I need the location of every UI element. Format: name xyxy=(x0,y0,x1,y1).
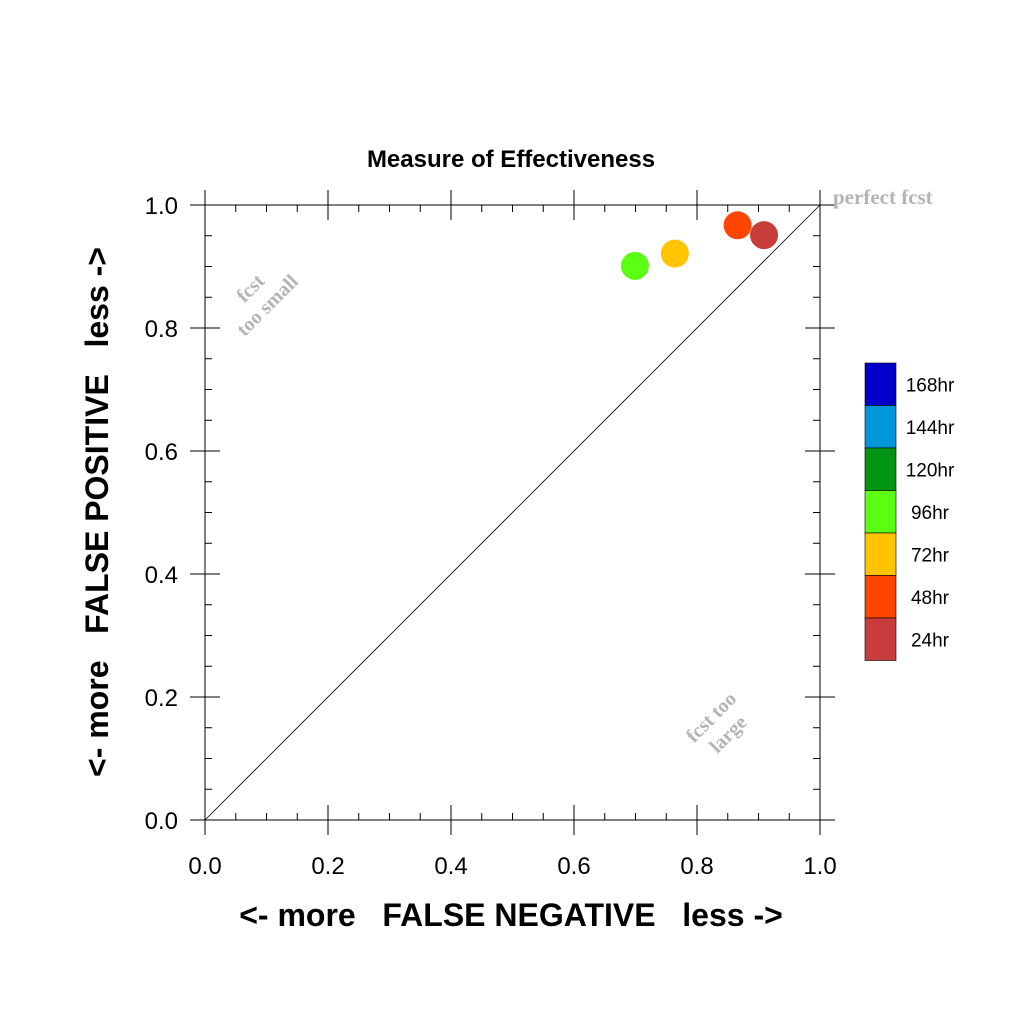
legend-label: 72hr xyxy=(911,545,950,566)
data-points xyxy=(620,211,779,280)
legend-swatch-96hr xyxy=(864,490,897,534)
legend: 168hr 144hr 120hr 96hr 72hr 48hr 24hr xyxy=(864,362,955,661)
y-tick-label: 1.0 xyxy=(145,193,178,220)
x-tick-labels: 0.0 0.2 0.4 0.6 0.8 1.0 xyxy=(188,853,836,880)
y-tick-labels: 0.0 0.2 0.4 0.6 0.8 1.0 xyxy=(145,193,178,835)
legend-swatch-24hr xyxy=(864,617,897,661)
legend-label: 48hr xyxy=(911,588,950,609)
y-tick-label: 0.6 xyxy=(145,439,178,466)
point-96hr xyxy=(620,251,649,280)
legend-label: 144hr xyxy=(906,418,955,439)
y-tick-label: 0.4 xyxy=(145,562,178,589)
y-tick-label: 0.8 xyxy=(145,316,178,343)
y-tick-label: 0.0 xyxy=(145,808,178,835)
perfect-fcst-annotation: perfect fcst xyxy=(833,185,933,209)
legend-swatch-48hr xyxy=(864,575,897,619)
chart-title: Measure of Effectiveness xyxy=(367,146,655,173)
too-small-annotation: fcst too small xyxy=(232,270,303,341)
legend-swatch-72hr xyxy=(864,532,897,576)
perfect-diagonal-line xyxy=(204,204,821,821)
y-axis-label: <- more FALSE POSITIVE less -> xyxy=(79,247,115,777)
x-tick-label: 0.8 xyxy=(680,853,713,880)
x-tick-label: 0.2 xyxy=(311,853,344,880)
point-24hr xyxy=(750,221,779,250)
legend-label: 96hr xyxy=(911,503,950,524)
legend-label: 168hr xyxy=(906,375,955,396)
x-tick-label: 0.6 xyxy=(557,853,590,880)
too-large-annotation: fcst too large xyxy=(682,688,752,758)
x-tick-label: 0.4 xyxy=(434,853,467,880)
x-axis-label: <- more FALSE NEGATIVE less -> xyxy=(239,897,783,933)
legend-swatch-168hr xyxy=(864,362,897,406)
legend-label: 24hr xyxy=(911,630,950,651)
axis-ticks xyxy=(190,190,835,835)
legend-label: 120hr xyxy=(906,460,955,481)
legend-swatch-144hr xyxy=(864,405,897,449)
point-48hr xyxy=(723,211,752,240)
x-tick-label: 0.0 xyxy=(188,853,221,880)
x-tick-label: 1.0 xyxy=(803,853,836,880)
y-tick-label: 0.2 xyxy=(145,685,178,712)
point-72hr xyxy=(660,239,689,268)
legend-swatch-120hr xyxy=(864,447,897,491)
